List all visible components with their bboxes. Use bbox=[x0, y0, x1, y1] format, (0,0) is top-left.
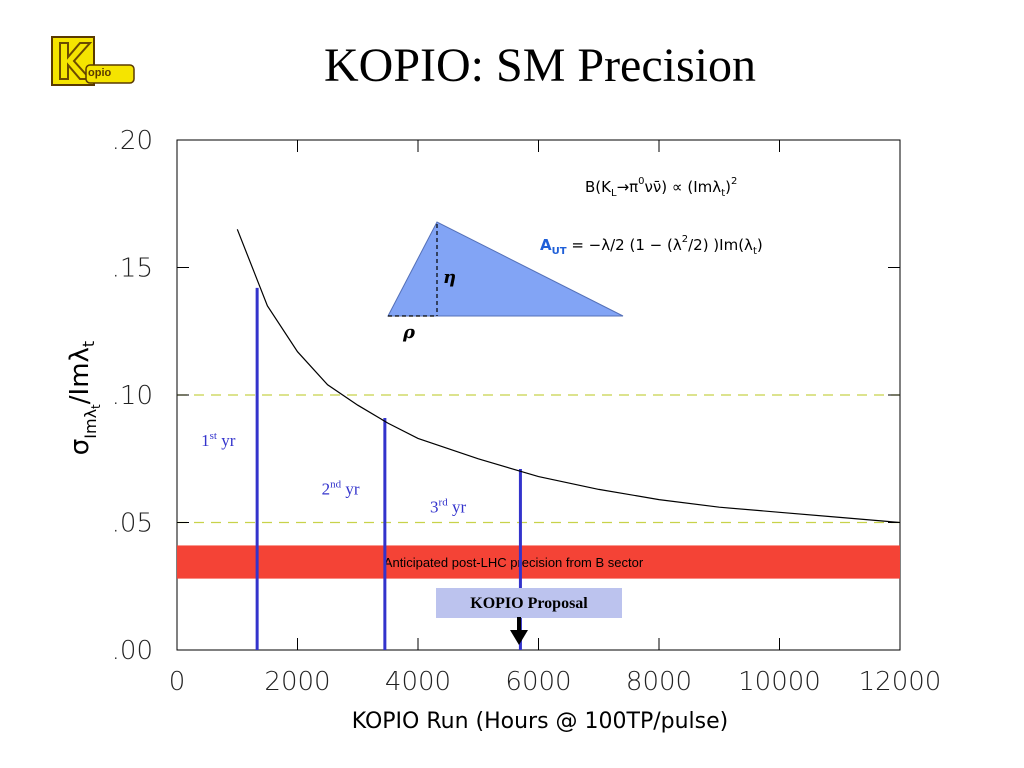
year-marker-label-1: 1st yr bbox=[201, 430, 236, 450]
x-tick-label: 2000 bbox=[264, 667, 330, 697]
aut-formula: AUT = −λ/2 (1 − (λ2/2) )Im(λt) bbox=[540, 234, 763, 257]
y-tick-label: .15 bbox=[112, 254, 153, 284]
rho-label: ρ bbox=[402, 322, 416, 343]
lhc-band-group: Anticipated post-LHC precision from B se… bbox=[177, 545, 900, 579]
reference-lines bbox=[177, 394, 900, 524]
triangle-shape bbox=[387, 221, 624, 317]
x-tick-label: 0 bbox=[169, 667, 186, 697]
unitarity-triangle: η ρ bbox=[387, 221, 624, 343]
eta-label: η bbox=[443, 267, 456, 288]
precision-curve bbox=[236, 229, 901, 524]
x-tick-label: 4000 bbox=[385, 667, 451, 697]
y-axis-label: σImλt/Imλt bbox=[65, 341, 103, 455]
x-tick-label: 6000 bbox=[505, 667, 571, 697]
branching-formula: B(KL→π0νν̄) ∝ (Imλt)2 bbox=[585, 176, 737, 199]
y-tick-label: .00 bbox=[112, 636, 153, 666]
y-tick-label: .20 bbox=[112, 126, 153, 156]
y-tick-label: .10 bbox=[112, 381, 153, 411]
lhc-precision-band bbox=[177, 545, 900, 579]
year-marker-label-2: 2nd yr bbox=[322, 478, 360, 498]
kopio-proposal-label: KOPIO Proposal bbox=[470, 595, 588, 612]
proposal-arrow-icon bbox=[510, 630, 528, 645]
y-tick-label: .05 bbox=[112, 509, 153, 539]
x-tick-label: 10000 bbox=[738, 667, 821, 697]
logo-text: opio bbox=[88, 67, 112, 79]
year-markers: 1st yr 2nd yr 3rd yr bbox=[201, 287, 522, 650]
axis-tick-labels: 0 2000 4000 6000 8000 10000 12000 .00 .05 .10 .15.… bbox=[112, 126, 942, 697]
page-title: KOPIO: SM Precision bbox=[323, 39, 757, 92]
x-axis-label: KOPIO Run (Hours @ 100TP/pulse) bbox=[352, 709, 729, 734]
svg-text:σImλt/Imλt: σImλt/Imλt bbox=[65, 341, 103, 455]
year-marker-label-3: 3rd yr bbox=[430, 496, 466, 516]
lhc-band-label: Anticipated post-LHC precision from B se… bbox=[384, 555, 644, 570]
kopio-logo bbox=[51, 36, 135, 86]
x-tick-label: 12000 bbox=[859, 667, 942, 697]
kopio-proposal-box bbox=[436, 588, 622, 618]
x-tick-label: 8000 bbox=[626, 667, 692, 697]
kopio-proposal-group: KOPIO Proposal bbox=[436, 588, 622, 645]
